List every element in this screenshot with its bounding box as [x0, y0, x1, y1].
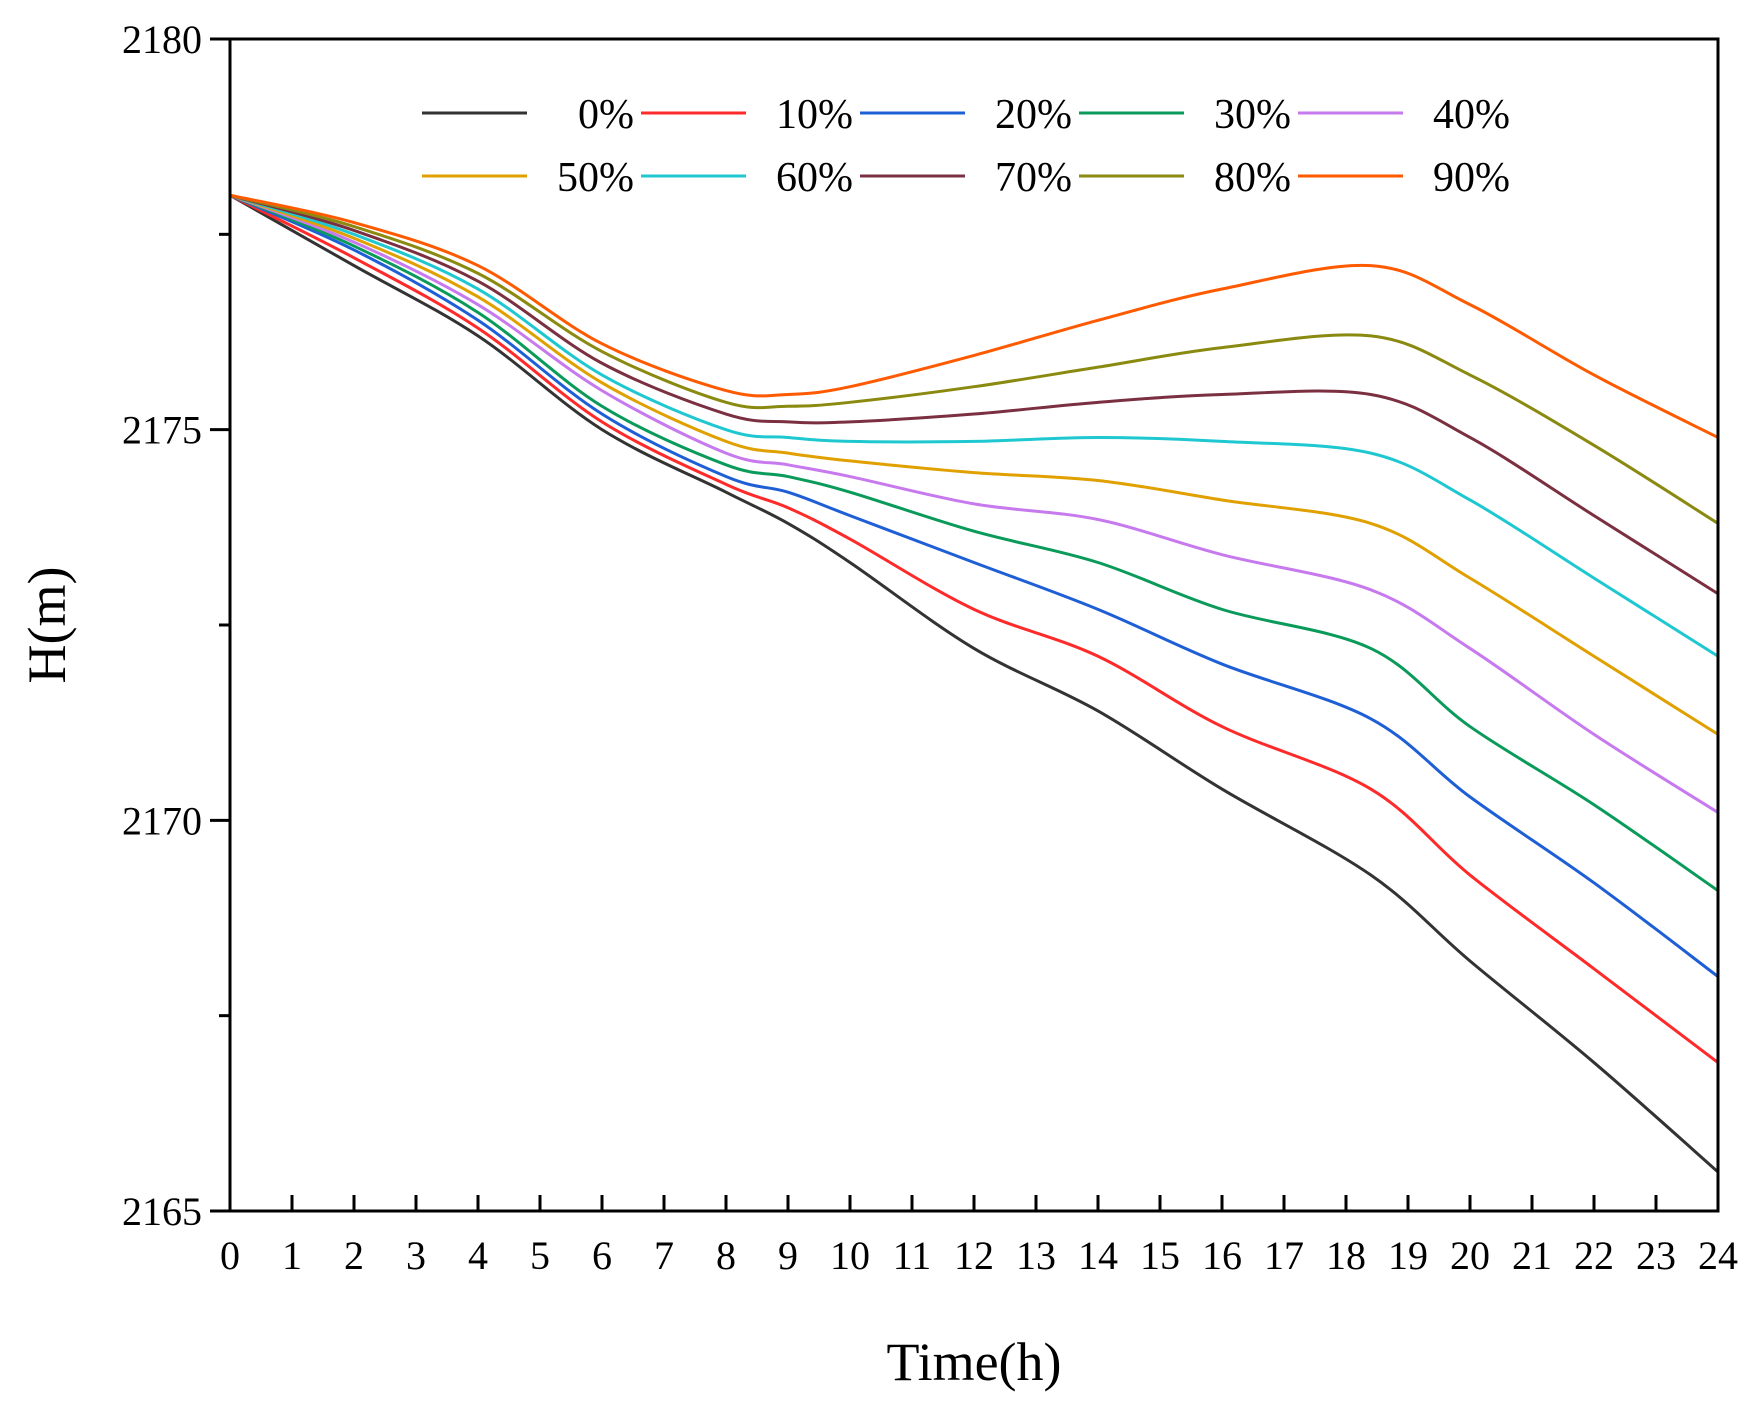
y-tick-label: 2175 — [122, 408, 202, 453]
legend: 0% 10% 20% 30% 40% 50% 60% 70% 80% 90% — [422, 92, 1510, 201]
x-tick-label: 14 — [1078, 1233, 1118, 1278]
plot-frame — [228, 37, 1720, 1213]
legend-label: 30% — [1214, 92, 1291, 138]
series-line-50pct — [229, 193, 1719, 736]
y-axis: 2165 2170 2175 2180 — [122, 17, 230, 1234]
x-tick-label: 0 — [220, 1233, 240, 1278]
x-tick-label: 12 — [954, 1233, 994, 1278]
y-axis-title: H(m) — [17, 567, 77, 684]
series-lines — [229, 193, 1719, 1174]
x-axis-title: Time(h) — [886, 1332, 1061, 1392]
legend-label: 80% — [1214, 155, 1291, 201]
x-axis: 0 1 2 3 4 5 6 7 8 9 10 11 12 13 14 15 16 17 18 19 20 21 22 23 24 — [220, 1195, 1738, 1278]
x-tick-label: 10 — [830, 1233, 870, 1278]
legend-label: 10% — [776, 92, 853, 138]
y-tick-label: 2165 — [122, 1189, 202, 1234]
series-line-20pct — [229, 193, 1719, 978]
y-tick-label: 2180 — [122, 17, 202, 62]
series-line-10pct — [229, 193, 1719, 1064]
series-line-40pct — [229, 193, 1719, 814]
series-line-90pct — [229, 193, 1719, 439]
x-tick-label: 2 — [344, 1233, 364, 1278]
legend-label: 70% — [995, 155, 1072, 201]
series-line-80pct — [229, 193, 1719, 525]
x-tick-label: 18 — [1326, 1233, 1366, 1278]
legend-label: 50% — [557, 155, 634, 201]
x-tick-label: 9 — [778, 1233, 798, 1278]
legend-label: 90% — [1433, 155, 1510, 201]
series-line-0pct — [229, 193, 1719, 1174]
x-tick-label: 6 — [592, 1233, 612, 1278]
legend-label: 20% — [995, 92, 1072, 138]
series-line-60pct — [229, 193, 1719, 658]
x-tick-label: 19 — [1388, 1233, 1428, 1278]
x-tick-label: 15 — [1140, 1233, 1180, 1278]
x-tick-label: 20 — [1450, 1233, 1490, 1278]
legend-label: 60% — [776, 155, 853, 201]
x-tick-label: 22 — [1574, 1233, 1614, 1278]
x-tick-label: 16 — [1202, 1233, 1242, 1278]
x-tick-label: 1 — [282, 1233, 302, 1278]
x-tick-label: 8 — [716, 1233, 736, 1278]
series-line-70pct — [229, 193, 1719, 596]
x-tick-label: 5 — [530, 1233, 550, 1278]
legend-label: 40% — [1433, 92, 1510, 138]
x-tick-label: 21 — [1512, 1233, 1552, 1278]
x-tick-label: 3 — [406, 1233, 426, 1278]
x-tick-label: 23 — [1636, 1233, 1676, 1278]
series-line-30pct — [229, 193, 1719, 892]
x-tick-label: 24 — [1698, 1233, 1738, 1278]
x-tick-label: 7 — [654, 1233, 674, 1278]
x-tick-label: 13 — [1016, 1233, 1056, 1278]
y-tick-label: 2170 — [122, 798, 202, 843]
x-tick-label: 17 — [1264, 1233, 1304, 1278]
legend-label: 0% — [578, 92, 634, 138]
x-tick-label: 4 — [468, 1233, 488, 1278]
x-tick-label: 11 — [893, 1233, 932, 1278]
